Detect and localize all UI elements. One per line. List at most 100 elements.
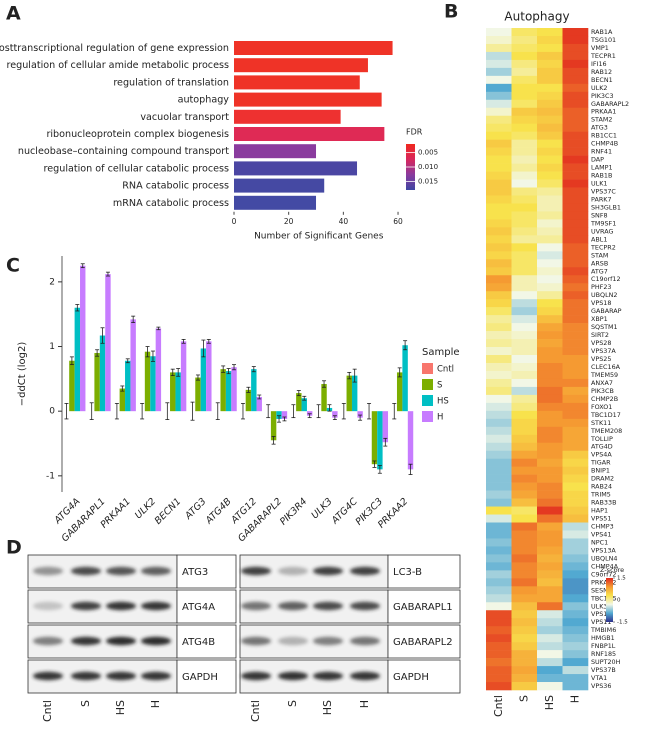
heatmap-cell bbox=[537, 530, 563, 539]
column-label: HS bbox=[543, 695, 556, 710]
error-bar bbox=[226, 368, 231, 375]
error-bar bbox=[95, 349, 100, 357]
heatmap-cell bbox=[537, 650, 563, 659]
heatmap-cell bbox=[562, 610, 589, 619]
heatmap-cell bbox=[562, 315, 589, 324]
heatmap-cell bbox=[511, 426, 538, 436]
row-label: RAB24 bbox=[591, 483, 612, 491]
heatmap-cell bbox=[537, 243, 563, 252]
y-axis-title: −ddCt (log2) bbox=[17, 342, 28, 407]
heatmap-cell bbox=[486, 562, 512, 571]
heatmap-cell bbox=[511, 386, 538, 396]
error-bar bbox=[89, 402, 94, 420]
heatmap-cell bbox=[511, 642, 538, 651]
heatmap-cell bbox=[537, 219, 563, 228]
heatmap-cell bbox=[486, 634, 512, 643]
lane-label: S bbox=[286, 700, 299, 707]
heatmap-cell bbox=[511, 602, 538, 611]
heatmap-cell bbox=[511, 562, 538, 571]
row-label: SUPT20H bbox=[591, 658, 621, 666]
heatmap-cell bbox=[537, 203, 563, 212]
row-label: RAB1B bbox=[591, 172, 612, 180]
heatmap-cell bbox=[511, 187, 538, 196]
row-label: VPS51 bbox=[591, 515, 611, 523]
heatmap-cell bbox=[511, 347, 538, 356]
heatmap-cell bbox=[537, 107, 563, 117]
blot-band bbox=[141, 601, 171, 611]
heatmap-cell bbox=[511, 362, 538, 372]
row-label: VTA1 bbox=[591, 674, 607, 682]
row-label: PARK7 bbox=[591, 195, 612, 203]
row-label: VPS37A bbox=[591, 347, 616, 355]
error-bar bbox=[327, 404, 332, 412]
bar bbox=[231, 367, 237, 412]
error-bar bbox=[64, 403, 69, 420]
heatmap-cell bbox=[562, 666, 589, 675]
row-label: RAB12 bbox=[591, 68, 612, 76]
row-label: C9orf72 bbox=[591, 570, 616, 578]
x-tick-label: 60 bbox=[393, 217, 403, 226]
heatmap-cell bbox=[486, 43, 512, 53]
heatmap-cell bbox=[486, 243, 512, 252]
x-tick-label: 0 bbox=[232, 217, 237, 226]
bar bbox=[234, 75, 360, 90]
row-label: IFI16 bbox=[591, 60, 607, 68]
bar bbox=[281, 411, 288, 419]
heatmap-cell bbox=[537, 75, 563, 85]
heatmap-cell bbox=[511, 530, 538, 539]
heatmap-cell bbox=[511, 267, 538, 276]
heatmap-cell bbox=[486, 211, 512, 220]
blot-label: GABARAPL1 bbox=[393, 602, 453, 613]
heatmap-cell bbox=[537, 139, 563, 148]
heatmap-cell bbox=[486, 498, 512, 507]
heatmap-cell bbox=[562, 626, 589, 635]
heatmap-cell bbox=[537, 147, 563, 156]
heatmap-cell bbox=[486, 299, 512, 308]
heatmap-cell bbox=[511, 618, 538, 627]
heatmap-cell bbox=[486, 426, 512, 436]
heatmap-cell bbox=[511, 43, 538, 53]
blot-band bbox=[71, 566, 101, 576]
blot-label-cell bbox=[176, 659, 237, 694]
row-label: GABARAP bbox=[591, 307, 622, 315]
heatmap-cell bbox=[511, 91, 538, 101]
bar bbox=[346, 375, 352, 412]
error-bar bbox=[397, 367, 402, 378]
heatmap-cell bbox=[537, 450, 563, 459]
error-bar bbox=[372, 460, 377, 468]
bar bbox=[296, 393, 302, 412]
heatmap-cell bbox=[511, 658, 538, 667]
blot-label: GAPDH bbox=[182, 672, 218, 683]
heatmap-cell bbox=[486, 83, 512, 93]
heatmap-cell bbox=[537, 498, 563, 507]
row-label: TECPR1 bbox=[590, 52, 616, 60]
colorbar-tick-label: 0.010 bbox=[418, 163, 438, 171]
row-label: PHF23 bbox=[591, 283, 611, 291]
column-label: H bbox=[568, 695, 581, 703]
heatmap-cell bbox=[562, 219, 589, 228]
heatmap-cell bbox=[486, 147, 512, 156]
heatmap-cell bbox=[486, 91, 512, 101]
row-label: CHMP4A bbox=[591, 562, 619, 570]
bar bbox=[234, 58, 368, 73]
heatmap-cell bbox=[486, 307, 512, 316]
heatmap-cell bbox=[562, 283, 589, 292]
heatmap-cell bbox=[562, 370, 589, 380]
bar bbox=[69, 360, 75, 412]
heatmap-cell bbox=[486, 163, 512, 172]
row-label: VPS28 bbox=[591, 339, 611, 347]
error-bar bbox=[367, 403, 372, 420]
heatmap-cell bbox=[486, 139, 512, 148]
row-label: VPS37B bbox=[591, 666, 616, 674]
bar bbox=[332, 411, 338, 418]
heatmap-cell bbox=[486, 219, 512, 228]
heatmap-cell bbox=[537, 466, 563, 475]
heatmap-cell bbox=[486, 267, 512, 276]
blot-band bbox=[141, 566, 171, 576]
heatmap-cell bbox=[486, 283, 512, 292]
heatmap-cell bbox=[562, 75, 589, 85]
heatmap-cell bbox=[562, 307, 589, 316]
bar bbox=[371, 411, 378, 465]
blot-label: ATG4B bbox=[182, 637, 215, 648]
heatmap-cell bbox=[486, 155, 512, 164]
